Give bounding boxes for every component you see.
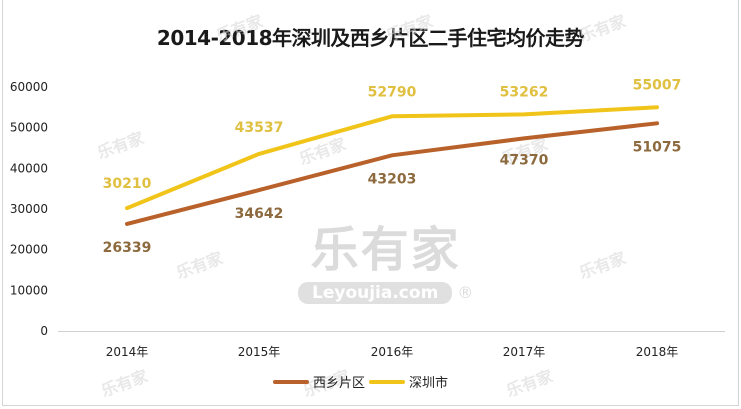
x-tick-label: 2014年 [106, 345, 149, 359]
data-label: 30210 [103, 176, 152, 192]
data-label: 26339 [103, 240, 152, 256]
legend-swatch-xixiang [273, 379, 309, 384]
series-line-0 [125, 121, 659, 226]
x-tick-label: 2016年 [371, 345, 414, 359]
legend-label-shenzhen: 深圳市 [409, 376, 449, 391]
chart-title: 2014-2018年深圳及西乡片区二手住宅均价走势 [156, 26, 585, 50]
data-label: 53262 [500, 84, 549, 100]
legend: 西乡片区 深圳市 [273, 372, 452, 391]
watermark-brand: 乐有家 [310, 222, 461, 278]
x-tick-label: 2015年 [238, 345, 281, 359]
legend-swatch-shenzhen [369, 379, 406, 384]
data-label: 43537 [235, 120, 284, 136]
watermark-registered: ® [457, 283, 474, 302]
data-label: 47370 [500, 152, 549, 168]
series-line-1 [125, 105, 659, 211]
y-tick-label: 40000 [10, 161, 48, 175]
y-tick-label: 0 [40, 324, 48, 338]
data-label: 55007 [633, 77, 682, 93]
legend-item-shenzhen[interactable]: 深圳市 [369, 372, 448, 391]
y-tick-label: 10000 [10, 283, 48, 297]
y-tick-label: 50000 [10, 121, 48, 135]
data-label: 52790 [368, 84, 417, 100]
data-label: 43203 [368, 171, 417, 187]
data-label: 34642 [235, 206, 284, 222]
y-tick-label: 30000 [10, 202, 48, 216]
y-tick-label: 20000 [10, 243, 48, 257]
y-tick-label: 60000 [10, 80, 48, 94]
watermark-site: Leyoujia.com [298, 282, 453, 304]
x-tick-label: 2017年 [503, 345, 546, 359]
legend-label-xixiang: 西乡片区 [313, 376, 366, 391]
x-tick-label: 2018年 [636, 345, 679, 359]
legend-item-xixiang[interactable]: 西乡片区 [273, 372, 365, 391]
watermark-center: 乐有家 Leyoujia.com ® [298, 210, 473, 304]
data-label: 51075 [633, 139, 682, 155]
